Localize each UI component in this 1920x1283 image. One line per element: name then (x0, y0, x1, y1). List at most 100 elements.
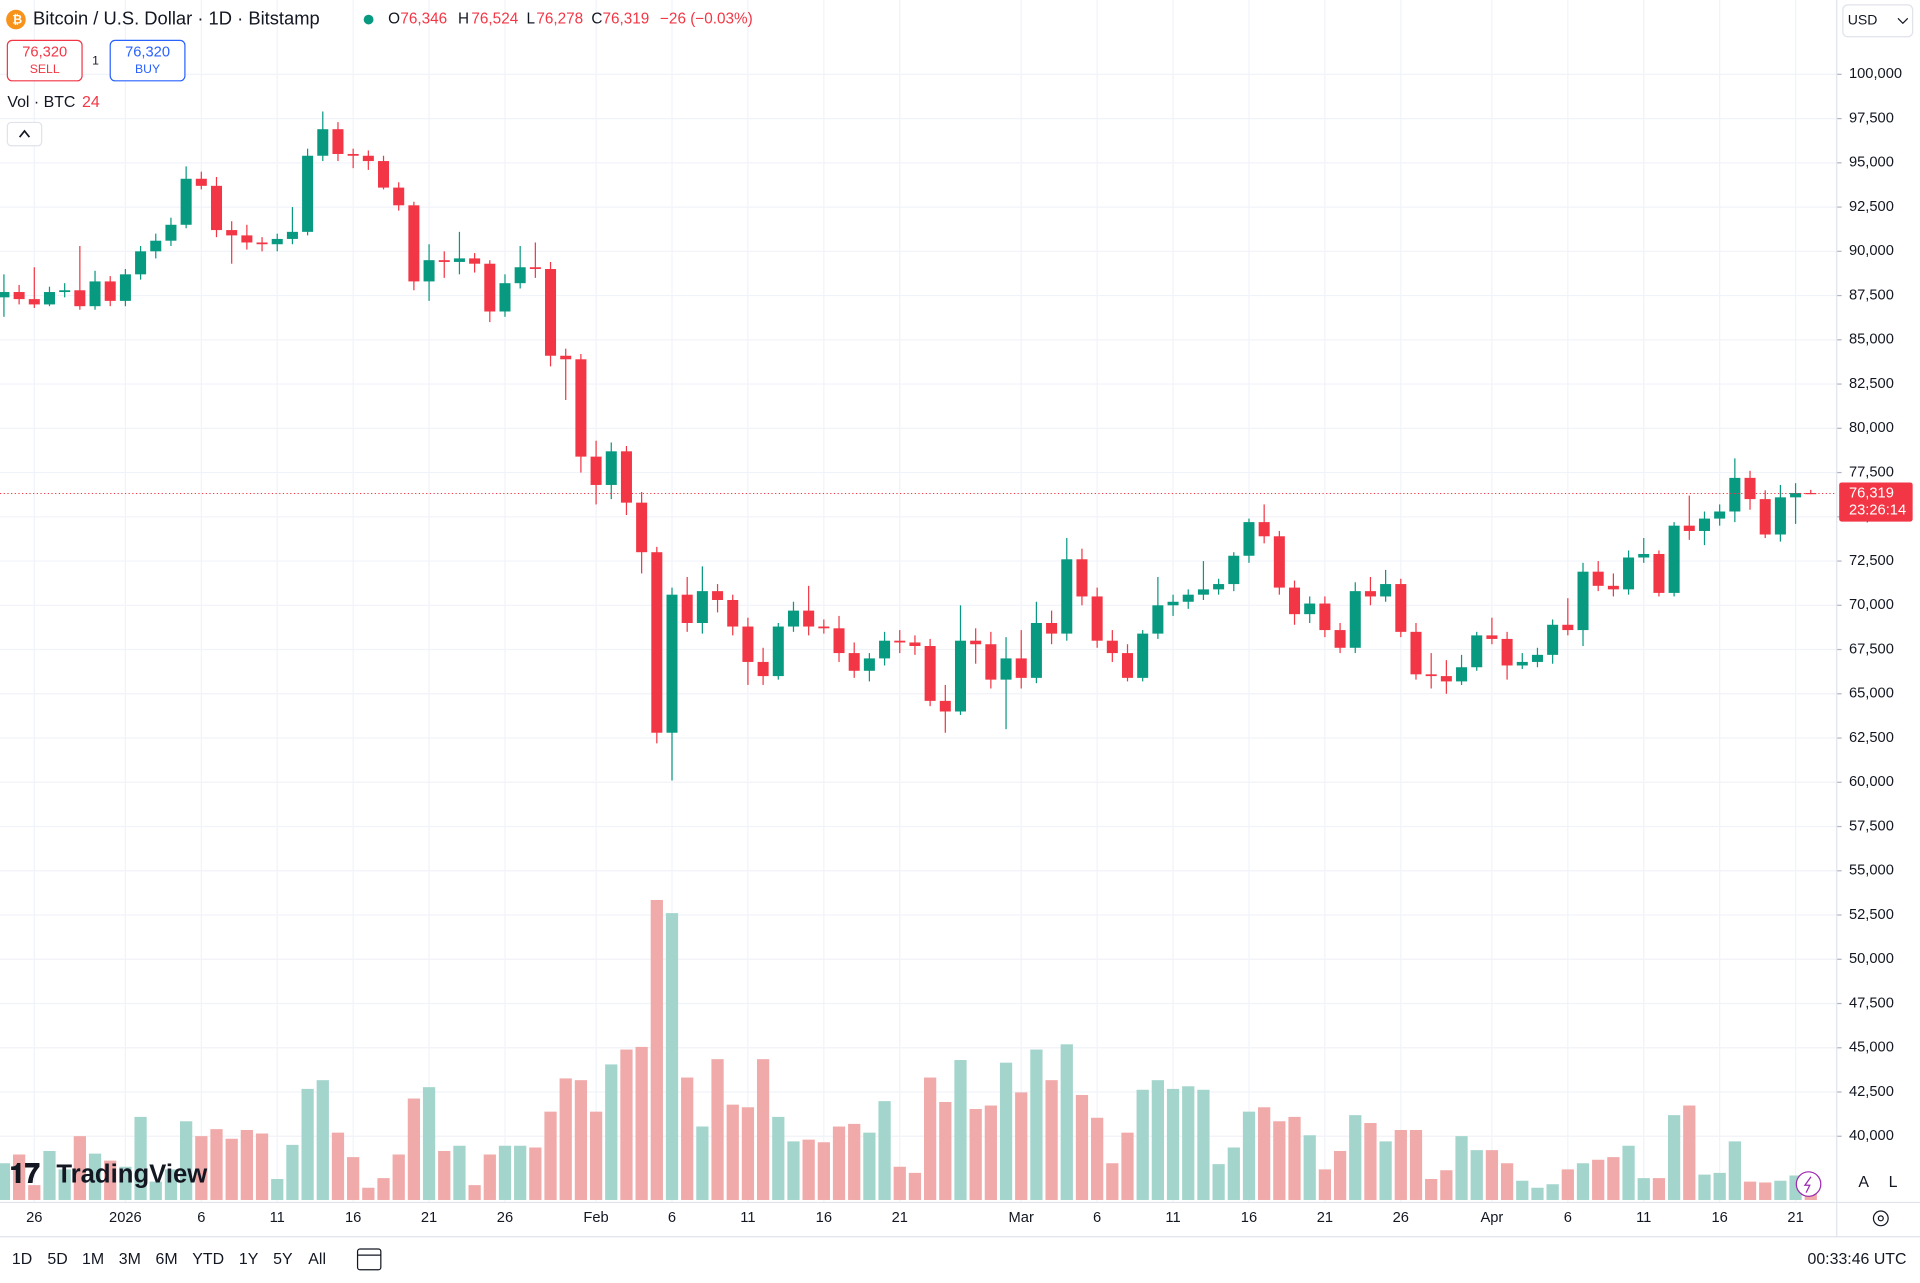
candle-body (1273, 536, 1285, 588)
volume-bar (1607, 1157, 1620, 1200)
candle-body (1030, 622, 1042, 678)
y-tick-label: 85,000 (1849, 332, 1894, 348)
y-tick-label: 67,500 (1849, 641, 1894, 657)
candle-body (332, 129, 344, 154)
sell-label[interactable]: SELL (30, 62, 60, 76)
candle-body (1121, 653, 1134, 678)
volume-bar (1500, 1163, 1514, 1200)
candle-body (1091, 596, 1103, 641)
candle-body (1714, 511, 1726, 519)
candle-body (499, 283, 511, 312)
range-button[interactable]: YTD (192, 1251, 224, 1268)
volume-bar (1364, 1123, 1377, 1200)
settings-icon[interactable] (1872, 1210, 1889, 1227)
assistant-icon[interactable] (1803, 1176, 1812, 1193)
buy-price[interactable]: 76,320 (125, 45, 170, 61)
ohlc-change: −26 (−0.03%) (660, 11, 753, 28)
candle-body (879, 640, 891, 659)
y-tick-label: 70,000 (1849, 597, 1894, 613)
ohlc-l-label: L (527, 11, 536, 28)
volume-bar (1273, 1121, 1286, 1200)
range-button[interactable]: All (308, 1251, 326, 1268)
auto-scale-button[interactable]: A (1858, 1174, 1869, 1191)
buy-label[interactable]: BUY (135, 62, 160, 76)
settings-icon-center[interactable] (1877, 1215, 1884, 1222)
candle-body (1425, 674, 1437, 677)
sell-price[interactable]: 76,320 (22, 45, 67, 61)
bitcoin-icon (6, 9, 26, 30)
candle-body (620, 451, 632, 503)
collapse-icon[interactable] (18, 129, 31, 138)
range-button[interactable]: 5Y (273, 1251, 293, 1268)
volume-bar (407, 1098, 421, 1200)
collapse-button[interactable] (6, 121, 43, 147)
volume-bar (681, 1077, 694, 1200)
countdown: 23:26:14 (1849, 502, 1906, 518)
range-button[interactable]: 1Y (239, 1251, 259, 1268)
candle-body (1486, 635, 1498, 639)
volume-bar (1091, 1117, 1104, 1200)
candle-body (863, 658, 875, 671)
log-scale-button[interactable]: L (1889, 1174, 1898, 1191)
volume-bar (1151, 1080, 1164, 1200)
candle-body (985, 644, 997, 680)
volume-bar (1531, 1187, 1544, 1200)
candle-body (226, 230, 238, 236)
volume-bar (1425, 1178, 1438, 1200)
currency[interactable]: USD (1848, 12, 1878, 28)
range-button[interactable]: 5D (47, 1251, 67, 1268)
buy-button[interactable] (109, 39, 186, 82)
candle-body (1182, 594, 1194, 602)
y-tick-label: 45,000 (1849, 1040, 1894, 1056)
volume-bar (195, 1136, 208, 1200)
candle-body (347, 153, 359, 156)
candle-body (210, 185, 223, 231)
currency-dropdown[interactable] (1842, 4, 1914, 38)
range-button[interactable]: 6M (155, 1251, 177, 1268)
range-button[interactable]: 1D (12, 1251, 32, 1268)
date-range-icon[interactable] (356, 1248, 382, 1271)
volume-bar (726, 1104, 739, 1200)
volume-bar (1440, 1170, 1453, 1200)
grid: 40,000 42,500 45,000 47,500 50,000 52,500 55,0… (0, 0, 1902, 1226)
volume-bar (802, 1139, 815, 1200)
candle-body (1547, 624, 1559, 655)
x-tick-label: 21 (892, 1210, 908, 1226)
candle-body (1258, 522, 1270, 537)
volume-bar (665, 913, 679, 1200)
candle-body (423, 260, 435, 282)
candle-body (1152, 605, 1164, 634)
range-button[interactable]: 3M (119, 1251, 141, 1268)
candle-body (256, 242, 268, 245)
volume-bar (908, 1172, 922, 1200)
x-tick-label: 11 (1636, 1210, 1651, 1226)
sell-button[interactable] (6, 39, 83, 82)
volume-bar (1349, 1115, 1362, 1200)
candle-body (180, 178, 192, 225)
candle-body (1577, 571, 1589, 631)
volume-bar (347, 1157, 360, 1200)
candle-body (1562, 624, 1574, 631)
candle-body (150, 240, 162, 252)
volume-bar (43, 1151, 56, 1200)
currency-caret[interactable] (1897, 17, 1909, 25)
candle-body (590, 456, 602, 485)
range-button[interactable]: 1M (82, 1251, 104, 1268)
volume-bar (1182, 1086, 1195, 1200)
volume-bar (620, 1049, 633, 1200)
volume-bar (1045, 1080, 1058, 1200)
ohlc-h: 76,524 (471, 11, 518, 28)
candle-body (909, 642, 921, 647)
y-tick-label: 62,500 (1849, 730, 1894, 746)
candle-body (666, 594, 678, 733)
assistant-button[interactable] (1795, 1171, 1822, 1197)
y-tick-label: 82,500 (1849, 376, 1894, 392)
volume-bar (696, 1126, 709, 1200)
volume-bar (939, 1102, 952, 1200)
candle-body (1683, 525, 1695, 531)
candle-body (438, 260, 450, 262)
volume-bar (498, 1145, 512, 1200)
logo-mark: 𝟏𝟕 (10, 1159, 40, 1189)
candle-body (1076, 559, 1088, 597)
